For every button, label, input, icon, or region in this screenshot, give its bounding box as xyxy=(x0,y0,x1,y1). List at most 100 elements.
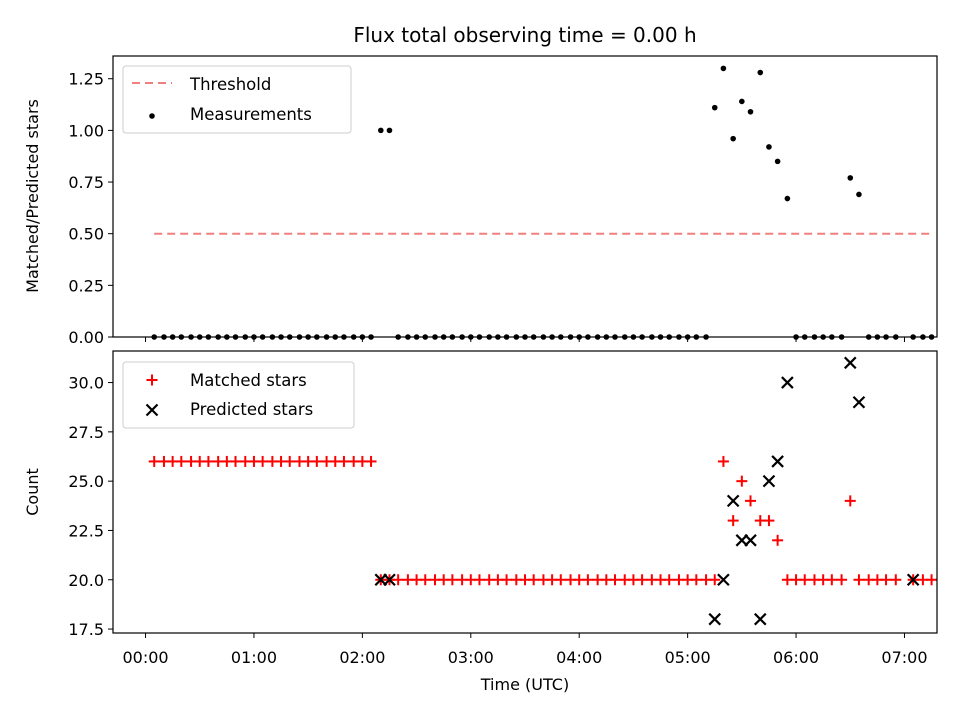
matched-legend-swatch xyxy=(146,374,158,386)
y-tick-label: 0.50 xyxy=(68,225,104,244)
y-tick-label: 27.5 xyxy=(68,423,104,442)
predicted-star-point xyxy=(383,573,396,587)
measurement-point xyxy=(739,98,745,105)
top-panel: Flux total observing time = 0.00 h 0.00 0… xyxy=(23,23,938,347)
threshold-legend-label: Threshold xyxy=(189,75,271,94)
measurements-legend-swatch xyxy=(149,113,155,119)
x-tick-label: 01:00 xyxy=(231,648,277,667)
predicted-star-point xyxy=(781,376,794,389)
y-tick-label: 0.25 xyxy=(68,276,104,295)
matched-legend-marker xyxy=(146,374,158,386)
matched-star-point xyxy=(717,455,729,467)
matched-star-point xyxy=(175,455,187,467)
matched-star-point xyxy=(555,574,567,586)
x-tick-label: 00:00 xyxy=(122,648,168,667)
matched-star-point xyxy=(230,455,242,467)
measurements-legend-label: Measurements xyxy=(190,105,312,124)
top-legend-box xyxy=(122,65,352,134)
matched-star-point xyxy=(446,574,458,586)
x-tick-label: 03:00 xyxy=(448,648,494,667)
predicted-legend-swatch xyxy=(145,403,159,417)
y-tick-label: 1.00 xyxy=(68,121,104,140)
bottom-y-axis-label: Count xyxy=(23,468,42,516)
predicted-star-point xyxy=(762,474,776,488)
x-axis-label: Time (UTC) xyxy=(480,675,569,694)
y-tick-label: 0.75 xyxy=(68,173,104,192)
x-tick-label: 04:00 xyxy=(556,648,602,667)
predicted-legend-marker xyxy=(145,403,159,417)
top-plot-frame xyxy=(112,55,938,338)
matched-star-point xyxy=(853,574,865,586)
predicted-star-point xyxy=(744,534,757,547)
top-legend: Threshold Measurements xyxy=(122,65,352,134)
matched-star-point xyxy=(736,475,748,487)
predicted-star-point xyxy=(843,356,857,370)
matched-star-point xyxy=(709,574,721,586)
matched-star-point xyxy=(745,495,757,507)
matched-star-point xyxy=(636,574,648,586)
matched-star-point xyxy=(202,455,214,467)
matched-star-point xyxy=(257,455,269,467)
matched-star-point xyxy=(148,455,160,467)
x-tick-label: 05:00 xyxy=(665,648,711,667)
matched-star-point xyxy=(528,574,540,586)
top-y-axis-label: Matched/Predicted stars xyxy=(23,99,42,293)
matched-star-point xyxy=(890,574,902,586)
y-tick-label: 30.0 xyxy=(68,374,104,393)
matched-star-point xyxy=(763,515,775,527)
measurement-point xyxy=(847,175,854,181)
predicted-star-point xyxy=(906,573,920,587)
measurement-point xyxy=(720,65,727,72)
matched-star-point xyxy=(690,574,702,586)
measurement-point xyxy=(774,158,781,165)
bottom-legend-box xyxy=(122,361,355,429)
matched-star-point xyxy=(663,574,675,586)
matched-star-point xyxy=(419,574,431,586)
bottom-panel: 00:00 01:00 02:00 03:00 04:00 05:00 06:00 07:00… xyxy=(23,350,938,694)
measurement-point xyxy=(747,108,754,115)
measurement-point xyxy=(766,144,772,150)
predicted-legend-label: Predicted stars xyxy=(190,400,313,419)
y-tick-label: 25.0 xyxy=(68,472,104,491)
y-tick-label: 17.5 xyxy=(68,620,104,639)
chart-title: Flux total observing time = 0.00 h xyxy=(353,23,696,47)
matched-star-point xyxy=(582,574,594,586)
matched-star-point xyxy=(609,574,621,586)
measurement-point xyxy=(386,127,393,134)
matched-star-point xyxy=(926,574,938,586)
predicted-star-point xyxy=(726,494,740,508)
matched-star-point xyxy=(880,574,892,586)
matched-star-point xyxy=(365,455,377,467)
matched-star-point xyxy=(772,534,784,546)
matched-legend-label: Matched stars xyxy=(190,371,307,390)
matched-star-point xyxy=(392,574,404,586)
measurement-point xyxy=(711,104,718,111)
predicted-star-point xyxy=(708,612,722,626)
y-tick-label: 1.25 xyxy=(68,70,104,89)
matched-star-point xyxy=(311,455,323,467)
measurement-point xyxy=(378,127,384,134)
matched-star-point xyxy=(284,455,296,467)
matched-star-point xyxy=(799,574,811,586)
matched-star-point xyxy=(338,455,350,467)
matched-star-point xyxy=(473,574,485,586)
measurement-point xyxy=(757,69,764,76)
bottom-plot-frame xyxy=(112,350,938,634)
measurement-point xyxy=(730,135,736,142)
x-tick-label: 02:00 xyxy=(339,648,385,667)
matched-star-point xyxy=(501,574,513,586)
bottom-legend: Matched stars Predicted stars xyxy=(122,361,355,429)
y-tick-label: 22.5 xyxy=(68,521,104,540)
measurement-point xyxy=(856,191,862,198)
y-tick-label: 20.0 xyxy=(68,571,104,590)
matched-star-point xyxy=(727,515,739,527)
y-tick-label: 0.00 xyxy=(68,328,104,347)
matched-star-point xyxy=(844,495,856,507)
matched-star-point xyxy=(826,574,838,586)
predicted-star-point xyxy=(852,395,866,409)
predicted-star-point xyxy=(771,455,784,468)
x-tick-label: 07:00 xyxy=(881,648,927,667)
matched-star-point xyxy=(836,574,848,586)
predicted-star-point xyxy=(717,573,730,587)
